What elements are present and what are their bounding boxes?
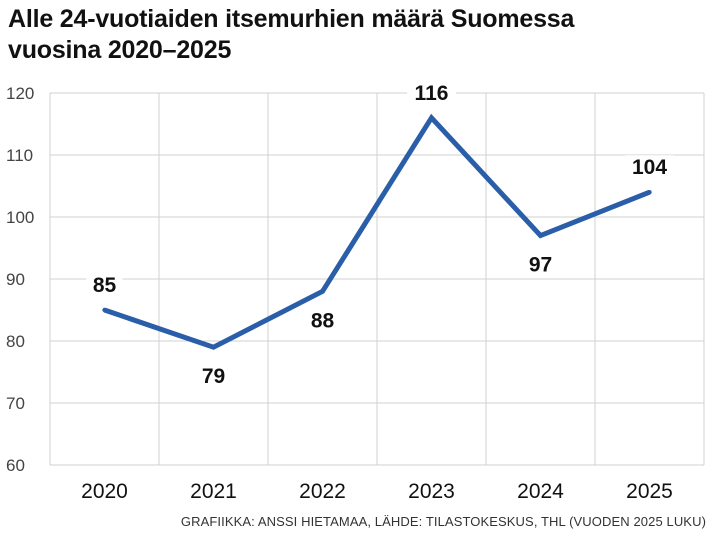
data-series	[103, 113, 651, 350]
data-label: 85	[93, 274, 117, 297]
series-line	[103, 113, 651, 350]
y-tick-label: 100	[6, 208, 34, 227]
data-label-bg	[86, 273, 123, 298]
data-label-bg	[522, 252, 559, 278]
chart-title: Alle 24-vuotiaiden itsemurhien määrä Suo…	[8, 4, 708, 66]
source-credit: GRAFIIKKA: ANSSI HIETAMAA, LÄHDE: TILAST…	[180, 514, 706, 529]
data-label: 88	[311, 309, 335, 332]
data-label-bg	[625, 155, 674, 181]
x-tick-label: 2021	[190, 480, 237, 503]
y-axis-ticks: 60 70 80 90 100 110 120	[6, 84, 34, 475]
data-label: 116	[415, 82, 449, 105]
x-tick-label: 2023	[408, 480, 455, 503]
y-tick-label: 80	[6, 332, 25, 351]
data-label: 79	[202, 365, 225, 388]
data-point	[429, 115, 434, 121]
data-label-bg	[195, 364, 232, 390]
x-tick-label: 2022	[299, 480, 346, 503]
data-label: 104	[632, 156, 667, 179]
data-label-bg	[304, 308, 341, 334]
y-tick-label: 110	[6, 146, 33, 165]
chart-grid	[49, 92, 705, 466]
y-tick-label: 120	[6, 84, 34, 103]
x-axis-ticks: 2020 2021 2022 2023 2024 2025	[81, 480, 673, 503]
data-labels: 85 79 88 116 97 104	[86, 80, 674, 390]
data-point	[211, 345, 216, 350]
chart-title-line-2: vuosina 2020–2025	[8, 36, 232, 64]
data-label: 97	[529, 254, 552, 277]
y-tick-label: 70	[6, 394, 25, 413]
y-tick-label: 60	[6, 456, 25, 475]
data-point	[647, 190, 652, 195]
chart-title-line-1: Alle 24-vuotiaiden itsemurhien määrä Suo…	[8, 5, 575, 33]
x-tick-label: 2025	[626, 480, 673, 503]
data-points	[102, 115, 652, 350]
data-label-bg	[407, 80, 456, 106]
data-point	[538, 233, 543, 238]
y-tick-label: 90	[6, 270, 25, 289]
data-point	[320, 289, 325, 294]
x-tick-label: 2024	[517, 480, 564, 503]
x-tick-label: 2020	[81, 480, 128, 503]
data-point	[102, 307, 107, 313]
